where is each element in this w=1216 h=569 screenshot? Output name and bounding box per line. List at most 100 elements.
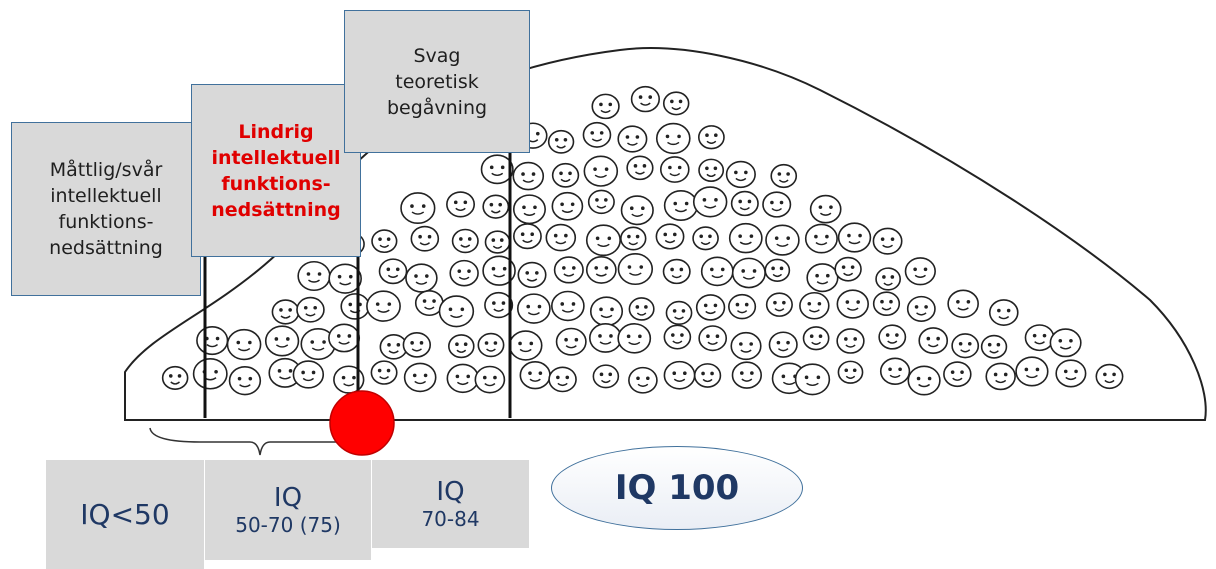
iq-box: IQ<50 xyxy=(46,460,205,569)
eye xyxy=(714,167,718,171)
eye xyxy=(322,340,326,344)
face xyxy=(919,328,947,353)
face xyxy=(727,162,756,188)
eye xyxy=(1036,368,1040,372)
face xyxy=(944,362,971,386)
face xyxy=(329,324,359,351)
eye xyxy=(703,198,707,202)
face xyxy=(1056,360,1085,386)
face xyxy=(622,196,654,224)
eye xyxy=(590,131,594,135)
eye xyxy=(1004,373,1008,377)
eye xyxy=(673,233,677,237)
face xyxy=(590,324,621,352)
eye xyxy=(891,237,895,241)
face xyxy=(873,228,901,253)
eye xyxy=(677,135,681,139)
face xyxy=(618,254,652,284)
box-line: Lindrig xyxy=(238,119,313,145)
face xyxy=(729,295,756,319)
face xyxy=(453,230,478,253)
eye xyxy=(572,266,576,270)
face xyxy=(514,224,541,249)
eye xyxy=(608,373,612,377)
face xyxy=(587,225,620,255)
face xyxy=(341,294,369,319)
face xyxy=(811,196,841,223)
eye xyxy=(644,305,648,309)
eye xyxy=(1103,373,1107,377)
face xyxy=(804,327,829,350)
eye xyxy=(604,198,608,202)
eye xyxy=(915,305,919,309)
box-line: Måttlig/svår xyxy=(50,157,163,183)
face xyxy=(629,298,653,320)
face xyxy=(694,187,727,217)
eye xyxy=(701,372,705,376)
face xyxy=(552,193,582,220)
eye xyxy=(498,203,502,207)
face xyxy=(837,329,864,353)
eye xyxy=(738,200,742,204)
eye xyxy=(641,206,645,210)
box-line: funktions- xyxy=(59,209,154,235)
eye xyxy=(705,167,709,171)
eye xyxy=(352,376,356,380)
eye xyxy=(889,300,893,304)
eye xyxy=(666,135,670,139)
eye xyxy=(634,164,638,168)
face xyxy=(557,329,586,355)
eye xyxy=(456,375,460,379)
eye xyxy=(572,302,576,306)
eye xyxy=(494,341,498,345)
eye xyxy=(714,133,718,137)
eye xyxy=(288,308,292,312)
iq-box: IQ70-84 xyxy=(372,460,530,548)
eye xyxy=(636,305,640,309)
eye xyxy=(997,343,1001,347)
eye xyxy=(924,267,928,271)
eye xyxy=(680,333,684,337)
face xyxy=(411,227,438,251)
eye xyxy=(502,301,506,305)
face xyxy=(948,290,978,317)
eye xyxy=(449,307,453,311)
eye xyxy=(648,95,652,99)
eye xyxy=(559,172,563,176)
eye xyxy=(851,265,855,269)
eye xyxy=(599,103,603,107)
eye xyxy=(671,333,675,337)
eye xyxy=(673,309,677,313)
eye xyxy=(605,266,609,270)
eye xyxy=(424,374,428,378)
face xyxy=(837,290,868,318)
face xyxy=(485,231,509,253)
face xyxy=(272,300,298,324)
eye xyxy=(610,308,614,312)
face xyxy=(621,227,646,249)
face xyxy=(401,193,435,223)
eye xyxy=(738,234,742,238)
category-box: Måttlig/svårintellektuellfunktions-nedsä… xyxy=(11,122,201,296)
box-line: begåvning xyxy=(387,95,487,121)
box-line: IQ xyxy=(436,477,464,507)
eye xyxy=(924,305,928,309)
eye xyxy=(454,201,458,205)
face xyxy=(618,324,650,353)
box-line: teoretisk xyxy=(395,69,478,95)
eye xyxy=(342,376,346,380)
eye xyxy=(414,274,418,278)
eye xyxy=(626,135,630,139)
eye xyxy=(680,268,684,272)
face xyxy=(986,363,1015,389)
face xyxy=(482,155,513,183)
face xyxy=(766,225,799,255)
eye xyxy=(387,267,391,271)
eye xyxy=(853,368,857,372)
eye xyxy=(387,237,391,241)
eye xyxy=(238,377,242,381)
eye xyxy=(457,269,461,273)
eye xyxy=(678,166,682,170)
eye xyxy=(814,235,818,239)
face xyxy=(838,361,862,383)
